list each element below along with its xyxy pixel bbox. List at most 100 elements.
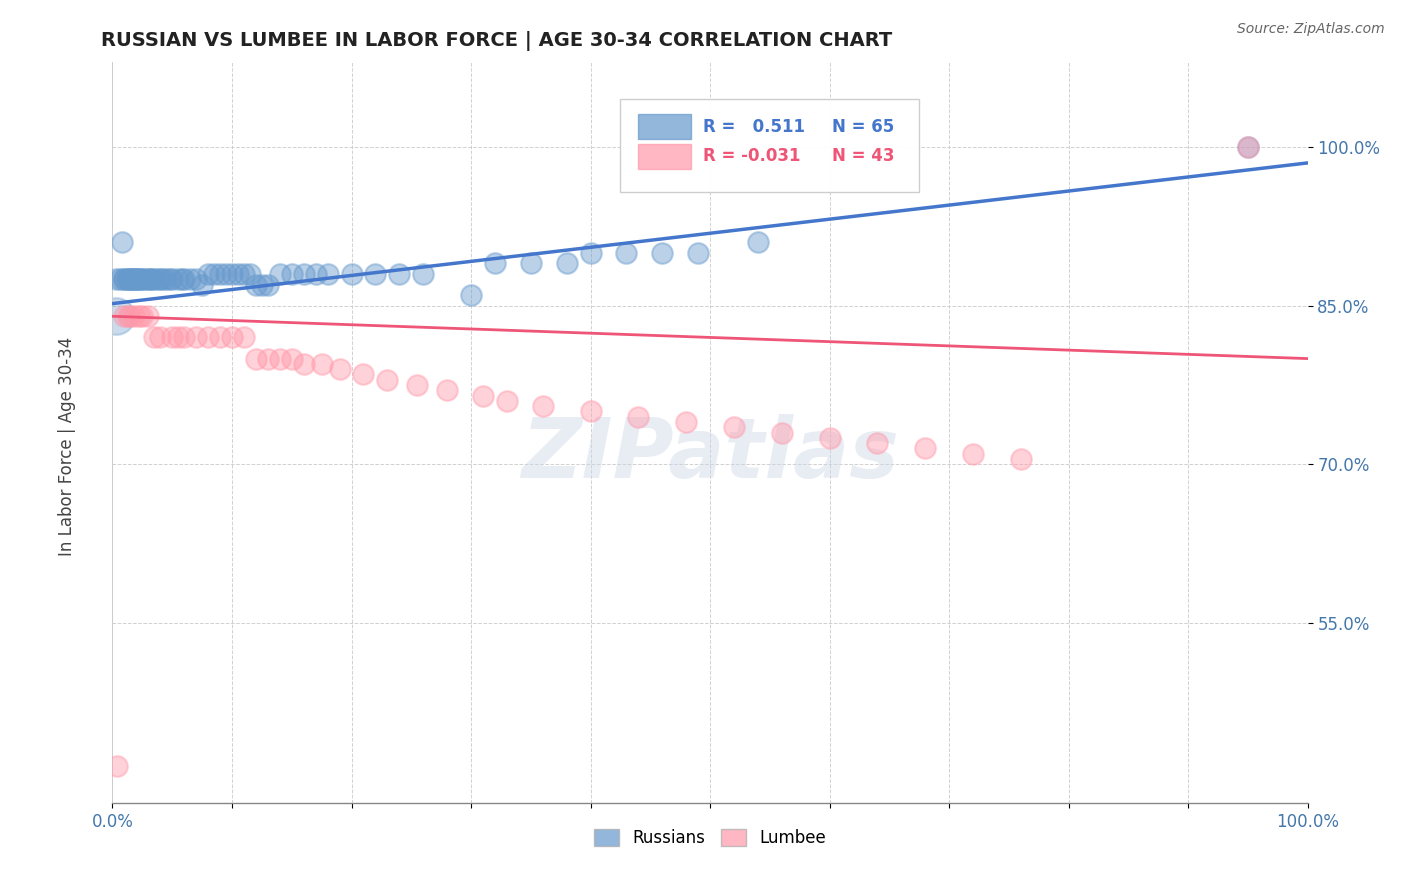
Point — [105, 310, 128, 324]
Text: In Labor Force | Age 30-34: In Labor Force | Age 30-34 — [59, 336, 76, 556]
Point — [122, 310, 145, 324]
Point — [245, 277, 267, 292]
Point — [688, 245, 710, 260]
Point — [143, 330, 166, 344]
Point — [352, 368, 374, 382]
Point — [388, 267, 411, 281]
Point — [114, 310, 135, 324]
Point — [131, 272, 153, 286]
Point — [139, 272, 162, 286]
Point — [209, 267, 232, 281]
Point — [186, 330, 208, 344]
Point — [114, 272, 135, 286]
Point — [250, 277, 273, 292]
Point — [149, 272, 172, 286]
Point — [329, 362, 352, 376]
Point — [138, 310, 160, 324]
Point — [340, 267, 363, 281]
Point — [412, 267, 434, 281]
Point — [111, 235, 134, 250]
Point — [269, 351, 291, 366]
Point — [128, 310, 150, 324]
Point — [135, 272, 157, 286]
Point — [170, 272, 193, 286]
Point — [139, 272, 162, 286]
Point — [121, 272, 143, 286]
Point — [496, 393, 519, 408]
Point — [131, 272, 153, 286]
Point — [233, 330, 256, 344]
Text: R = -0.031: R = -0.031 — [703, 147, 800, 165]
Point — [128, 272, 150, 286]
Point — [292, 267, 315, 281]
Point — [269, 267, 291, 281]
Point — [257, 351, 280, 366]
Point — [120, 310, 142, 324]
FancyBboxPatch shape — [638, 144, 690, 169]
Point — [167, 272, 190, 286]
Point — [770, 425, 793, 440]
Point — [472, 389, 495, 403]
Point — [1010, 452, 1032, 467]
Point — [460, 288, 482, 302]
Point — [179, 272, 201, 286]
Point — [531, 399, 554, 413]
Text: ZIPatlas: ZIPatlas — [522, 414, 898, 495]
Point — [197, 267, 219, 281]
FancyBboxPatch shape — [638, 114, 690, 139]
Point — [723, 420, 745, 434]
Point — [120, 272, 142, 286]
Point — [866, 436, 889, 450]
Point — [226, 267, 249, 281]
FancyBboxPatch shape — [620, 99, 920, 192]
Point — [364, 267, 387, 281]
Point — [579, 245, 602, 260]
Point — [233, 267, 256, 281]
Point — [173, 272, 195, 286]
Point — [115, 272, 138, 286]
Point — [128, 272, 150, 286]
Point — [125, 272, 148, 286]
Point — [377, 373, 399, 387]
Point — [125, 272, 148, 286]
Point — [221, 267, 243, 281]
Point — [138, 272, 160, 286]
Point — [209, 330, 232, 344]
Point — [962, 447, 984, 461]
Point — [197, 330, 219, 344]
Text: N = 43: N = 43 — [832, 147, 894, 165]
Point — [914, 442, 936, 456]
Point — [818, 431, 841, 445]
Point — [221, 330, 243, 344]
Point — [311, 357, 333, 371]
Point — [627, 409, 650, 424]
Text: RUSSIAN VS LUMBEE IN LABOR FORCE | AGE 30-34 CORRELATION CHART: RUSSIAN VS LUMBEE IN LABOR FORCE | AGE 3… — [101, 30, 891, 51]
Point — [651, 245, 673, 260]
Point — [131, 310, 153, 324]
Point — [146, 272, 169, 286]
Text: Source: ZipAtlas.com: Source: ZipAtlas.com — [1237, 22, 1385, 37]
Point — [215, 267, 238, 281]
Point — [281, 267, 304, 281]
Point — [114, 272, 135, 286]
Point — [105, 758, 128, 772]
Point — [239, 267, 262, 281]
Text: N = 65: N = 65 — [832, 118, 894, 136]
Point — [149, 330, 172, 344]
Point — [436, 384, 458, 398]
Point — [122, 272, 145, 286]
Point — [1237, 140, 1260, 154]
Point — [108, 272, 131, 286]
Point — [120, 272, 142, 286]
Point — [122, 272, 145, 286]
Point — [484, 256, 506, 270]
Point — [118, 272, 141, 286]
Point — [173, 330, 195, 344]
Legend: Russians, Lumbee: Russians, Lumbee — [586, 822, 834, 854]
Point — [245, 351, 267, 366]
Point — [257, 277, 280, 292]
Point — [616, 245, 638, 260]
Point — [105, 272, 128, 286]
Point — [202, 267, 225, 281]
Point — [162, 330, 183, 344]
